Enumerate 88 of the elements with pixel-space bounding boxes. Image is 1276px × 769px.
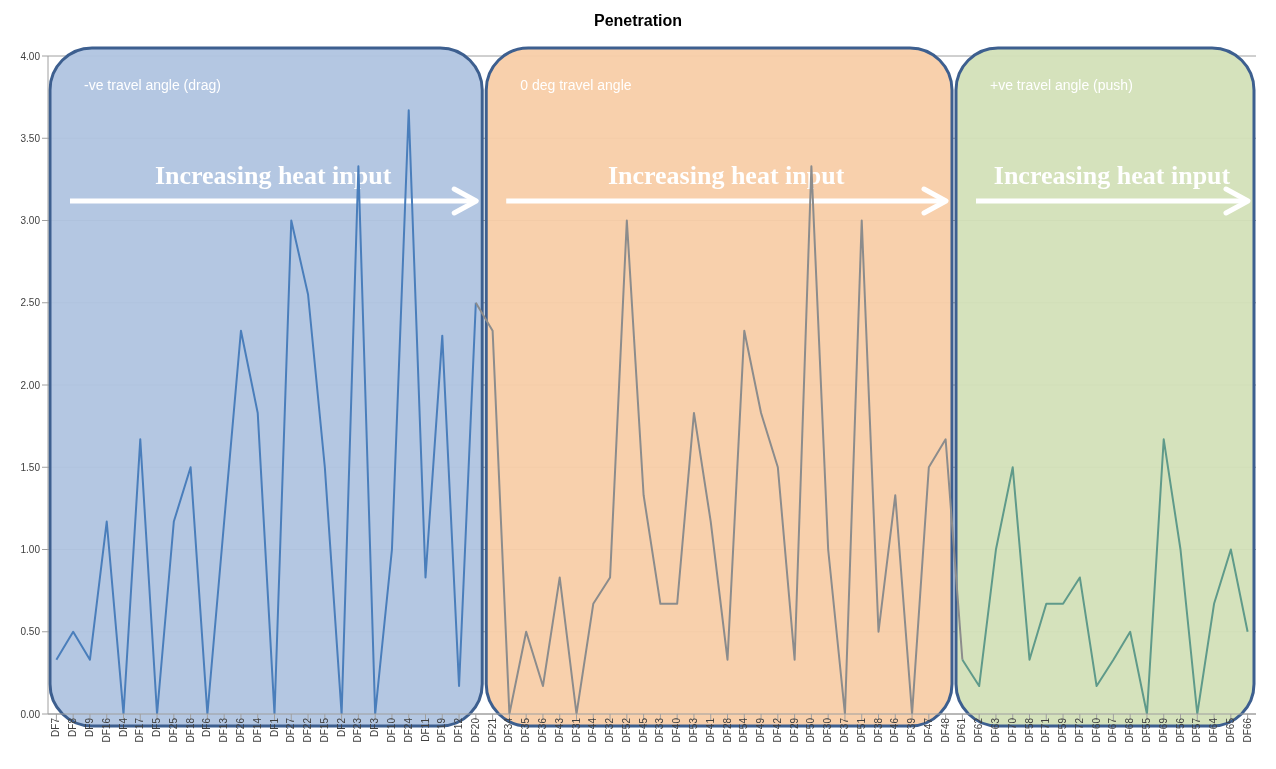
x-tick-label: DF3 <box>369 717 381 737</box>
band-label: 0 deg travel angle <box>520 77 632 93</box>
x-tick-label: DF40 <box>671 717 683 743</box>
band-label: +ve travel angle (push) <box>990 77 1133 93</box>
x-tick-label: DF39 <box>906 717 918 743</box>
x-tick-label: DF33 <box>654 717 666 743</box>
x-tick-label: DF13 <box>218 717 230 743</box>
x-tick-label: DF25 <box>167 717 179 743</box>
x-tick-label: DF19 <box>436 717 448 743</box>
x-tick-label: DF46 <box>889 717 901 743</box>
x-tick-label: DF58 <box>1023 717 1035 743</box>
x-tick-label: DF16 <box>100 717 112 743</box>
x-tick-label: DF17 <box>134 717 146 743</box>
x-tick-label: DF56 <box>1174 717 1186 743</box>
x-tick-label: DF64 <box>1208 717 1220 743</box>
x-tick-label: DF30 <box>822 717 834 743</box>
y-tick-label: 2.00 <box>20 379 41 391</box>
x-tick-label: DF31 <box>570 717 582 743</box>
x-tick-label: DF62 <box>973 717 985 743</box>
x-tick-label: DF52 <box>620 717 632 743</box>
x-tick-label: DF60 <box>1090 717 1102 743</box>
band-label: -ve travel angle (drag) <box>84 77 221 93</box>
x-tick-label: DF43 <box>553 717 565 743</box>
y-tick-label: 2.50 <box>20 297 41 309</box>
x-tick-label: DF50 <box>805 717 817 743</box>
x-tick-label: DF34 <box>503 717 515 743</box>
x-tick-label: DF14 <box>251 717 263 743</box>
y-tick-label: 0.00 <box>20 708 41 720</box>
x-tick-label: DF63 <box>990 717 1002 743</box>
x-tick-label: DF69 <box>1157 717 1169 743</box>
x-tick-label: DF11 <box>419 717 431 742</box>
x-tick-label: DF55 <box>1141 717 1153 743</box>
x-tick-label: DF26 <box>235 717 247 743</box>
x-tick-label: DF38 <box>872 717 884 743</box>
x-tick-label: DF41 <box>704 717 716 743</box>
x-tick-label: DF44 <box>587 717 599 743</box>
y-tick-label: 1.50 <box>20 461 41 473</box>
x-tick-label: DF10 <box>386 717 398 743</box>
chart-title: Penetration <box>593 11 683 31</box>
x-tick-label: DF48 <box>939 717 951 743</box>
x-tick-label: DF2 <box>335 717 347 737</box>
x-tick-label: DF67 <box>1107 717 1119 743</box>
x-tick-label: DF8 <box>67 717 79 737</box>
x-tick-label: DF4 <box>117 717 129 737</box>
x-tick-label: DF54 <box>738 717 750 743</box>
x-tick-label: DF1 <box>268 717 280 737</box>
x-tick-label: DF71 <box>1040 717 1052 743</box>
x-tick-label: DF57 <box>1191 717 1203 743</box>
y-tick-label: 1.00 <box>20 544 41 556</box>
x-tick-label: DF15 <box>318 717 330 743</box>
x-tick-label: DF29 <box>788 717 800 743</box>
x-tick-label: DF9 <box>84 717 96 737</box>
x-tick-label: DF6 <box>201 717 213 737</box>
x-tick-label: DF32 <box>604 717 616 743</box>
x-tick-label: DF51 <box>855 717 867 743</box>
y-tick-label: 3.50 <box>20 132 41 144</box>
y-tick-label: 3.00 <box>20 215 41 227</box>
x-tick-label: DF27 <box>285 717 297 743</box>
x-tick-label: DF42 <box>771 717 783 743</box>
x-tick-label: DF59 <box>1057 717 1069 743</box>
x-tick-label: DF61 <box>956 717 968 743</box>
line-series <box>961 438 1249 714</box>
x-tick-label: DF47 <box>922 717 934 743</box>
x-tick-label: DF45 <box>637 717 649 743</box>
x-tick-label: DF35 <box>520 717 532 743</box>
x-tick-label: DF28 <box>721 717 733 743</box>
x-tick-label: DF23 <box>352 717 364 743</box>
x-tick-label: DF20 <box>469 717 481 743</box>
x-tick-label: DF66 <box>1241 717 1253 743</box>
x-tick-label: DF53 <box>688 717 700 743</box>
x-tick-label: DF22 <box>302 717 314 743</box>
x-tick-label: DF24 <box>402 717 414 743</box>
x-tick-label: DF49 <box>755 717 767 743</box>
x-tick-label: DF65 <box>1224 717 1236 743</box>
x-tick-label: DF36 <box>537 717 549 743</box>
x-tick-label: DF37 <box>839 717 851 743</box>
x-tick-label: DF18 <box>184 717 196 743</box>
x-tick-label: DF5 <box>151 717 163 737</box>
x-tick-label: DF7 <box>50 717 62 737</box>
x-tick-label: DF21 <box>486 717 498 743</box>
x-tick-label: DF72 <box>1073 717 1085 743</box>
x-tick-label: DF70 <box>1006 717 1018 743</box>
x-tick-label: DF68 <box>1124 717 1136 743</box>
line-series <box>474 165 964 714</box>
annotation: Increasing heat input <box>993 161 1231 190</box>
x-tick-label: DF12 <box>453 717 465 743</box>
y-tick-label: 0.50 <box>20 626 41 638</box>
y-tick-label: 4.00 <box>20 50 41 62</box>
